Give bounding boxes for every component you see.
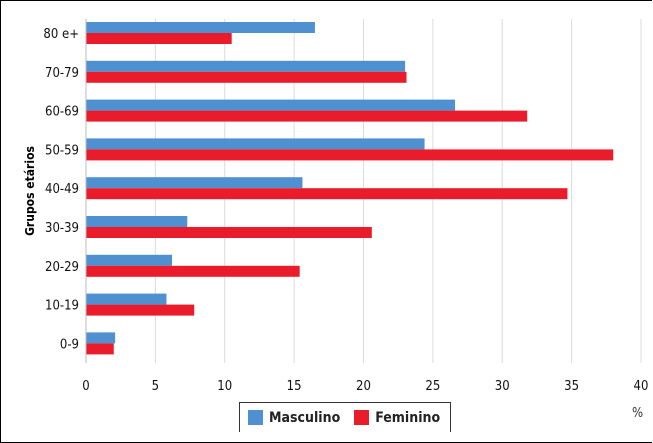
bar-masculino-60-69 xyxy=(86,99,456,111)
y-axis-title: Grupos etários xyxy=(23,146,37,236)
x-tick-40: 40 xyxy=(634,379,649,394)
x-tick-25: 25 xyxy=(425,379,440,394)
y-tick-30-39: 30-39 xyxy=(45,221,79,236)
legend-item-masculino: Masculino xyxy=(248,410,340,426)
x-tick-labels: 0 5 10 15 20 25 30 35 40 xyxy=(82,379,648,394)
bars xyxy=(86,22,614,355)
y-tick-40-49: 40-49 xyxy=(45,182,79,197)
bar-masculino-10-19 xyxy=(86,293,167,305)
bar-feminino-0-9 xyxy=(86,343,114,355)
legend-swatch-feminino xyxy=(354,410,370,425)
x-tick-15: 15 xyxy=(287,379,302,394)
bar-masculino-40-49 xyxy=(86,177,303,189)
legend-swatch-masculino xyxy=(248,410,263,425)
x-axis-unit: % xyxy=(632,406,643,421)
y-tick-70-79: 70-79 xyxy=(45,66,79,81)
y-tick-0-9: 0-9 xyxy=(60,337,79,352)
x-tick-5: 5 xyxy=(152,379,159,394)
bar-masculino-70-79 xyxy=(86,60,406,72)
y-tick-50-59: 50-59 xyxy=(45,143,79,158)
legend-label-feminino: Feminino xyxy=(375,409,441,426)
x-tick-0: 0 xyxy=(82,379,89,394)
legend: Masculino Feminino xyxy=(239,402,451,432)
y-tick-20-29: 20-29 xyxy=(45,260,79,275)
bar-masculino-20-29 xyxy=(86,254,173,266)
bar-masculino-30-39 xyxy=(86,216,188,227)
y-tick-80-e: 80 e+ xyxy=(43,27,79,42)
y-tick-10-19: 10-19 xyxy=(45,299,79,314)
bar-feminino-50-59 xyxy=(86,149,614,161)
bar-feminino-40-49 xyxy=(86,188,568,200)
bar-masculino-80-e xyxy=(86,22,315,33)
bar-masculino-50-59 xyxy=(86,138,425,150)
bar-feminino-10-19 xyxy=(86,304,195,316)
bar-feminino-20-29 xyxy=(86,265,300,277)
x-tick-10: 10 xyxy=(217,379,232,394)
y-tick-labels: 80 e+ 70-79 60-69 50-59 40-49 30-39 20-29 10-19… xyxy=(43,27,79,352)
legend-item-feminino: Feminino xyxy=(354,410,440,426)
bar-feminino-80-e xyxy=(86,33,232,44)
bar-feminino-70-79 xyxy=(86,71,407,83)
legend-label-masculino: Masculino xyxy=(269,409,341,426)
bar-masculino-0-9 xyxy=(86,332,116,344)
x-tick-20: 20 xyxy=(356,379,371,394)
y-tick-60-69: 60-69 xyxy=(45,105,79,120)
bar-feminino-30-39 xyxy=(86,227,372,238)
x-tick-35: 35 xyxy=(564,379,579,394)
x-tick-30: 30 xyxy=(495,379,510,394)
bar-feminino-60-69 xyxy=(86,110,528,122)
